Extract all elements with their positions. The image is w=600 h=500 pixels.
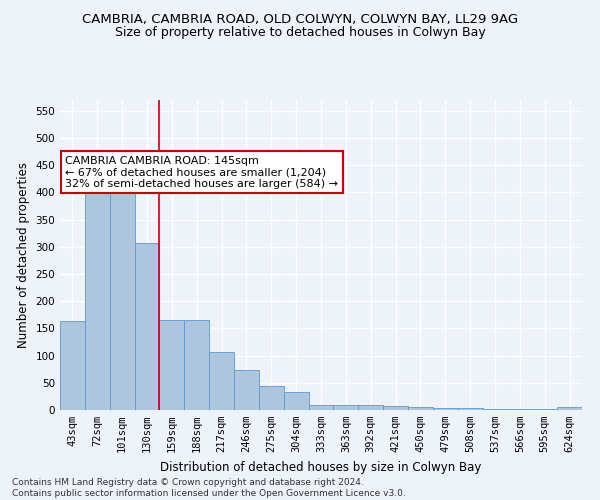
- Bar: [508, 409, 532, 410]
- Text: CAMBRIA CAMBRIA ROAD: 145sqm
← 67% of detached houses are smaller (1,204)
32% of: CAMBRIA CAMBRIA ROAD: 145sqm ← 67% of de…: [65, 156, 338, 189]
- Bar: [85, 166, 110, 410]
- Bar: [184, 320, 209, 410]
- Bar: [383, 406, 408, 410]
- Bar: [557, 408, 582, 410]
- X-axis label: Distribution of detached houses by size in Colwyn Bay: Distribution of detached houses by size …: [160, 460, 482, 473]
- Text: CAMBRIA, CAMBRIA ROAD, OLD COLWYN, COLWYN BAY, LL29 9AG: CAMBRIA, CAMBRIA ROAD, OLD COLWYN, COLWY…: [82, 12, 518, 26]
- Bar: [160, 320, 184, 410]
- Bar: [259, 386, 284, 410]
- Bar: [284, 392, 308, 410]
- Bar: [433, 408, 458, 410]
- Bar: [209, 352, 234, 410]
- Bar: [234, 370, 259, 410]
- Bar: [458, 408, 482, 410]
- Bar: [110, 174, 134, 410]
- Bar: [308, 404, 334, 410]
- Bar: [408, 408, 433, 410]
- Bar: [334, 405, 358, 410]
- Bar: [482, 409, 508, 410]
- Y-axis label: Number of detached properties: Number of detached properties: [17, 162, 30, 348]
- Bar: [60, 322, 85, 410]
- Bar: [358, 405, 383, 410]
- Text: Contains HM Land Registry data © Crown copyright and database right 2024.
Contai: Contains HM Land Registry data © Crown c…: [12, 478, 406, 498]
- Bar: [134, 243, 160, 410]
- Text: Size of property relative to detached houses in Colwyn Bay: Size of property relative to detached ho…: [115, 26, 485, 39]
